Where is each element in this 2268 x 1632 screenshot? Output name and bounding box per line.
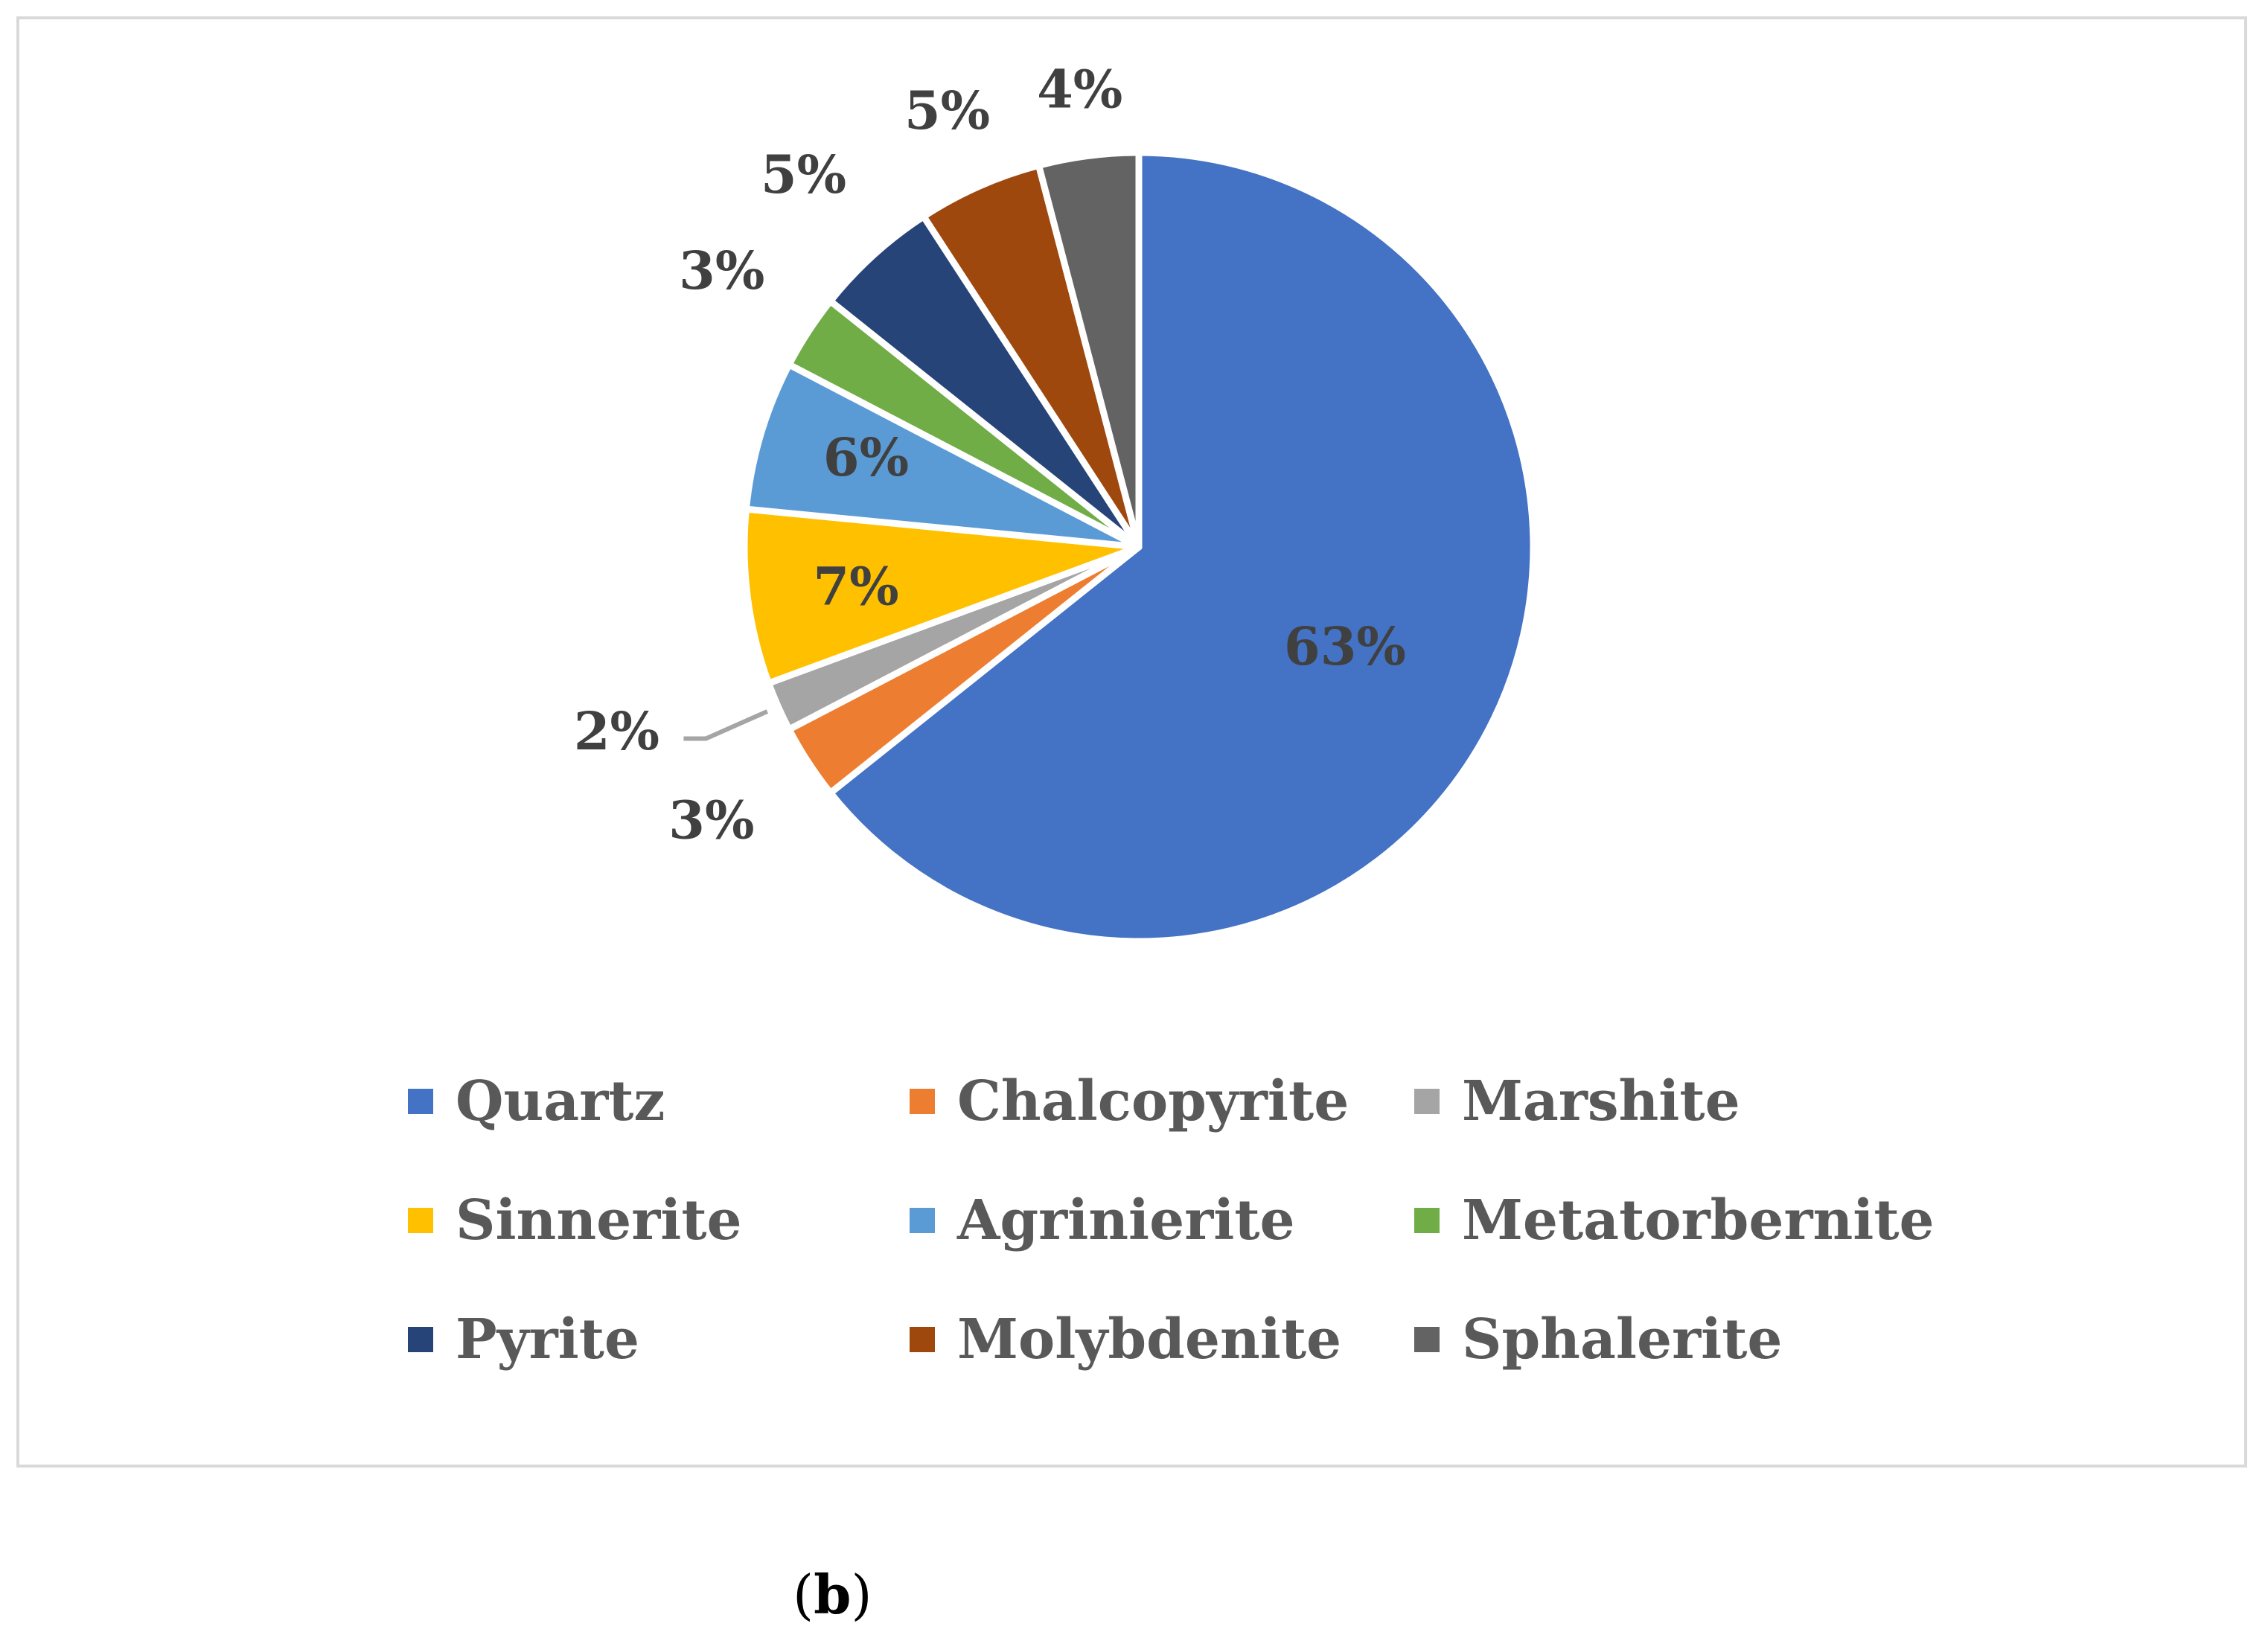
data-label-sphalerite: 4% [1037, 58, 1122, 120]
legend-item-sphalerite: Sphalerite [1414, 1306, 1783, 1373]
pie-slice-sphalerite [1035, 149, 1143, 551]
pie-slices [741, 149, 1537, 945]
data-label-pyrite: 5% [761, 144, 846, 205]
legend-label-metatorbernite: Metatorbernite [1462, 1188, 1935, 1252]
leader-lines [683, 709, 769, 741]
data-label-quartz: 63% [1284, 615, 1406, 677]
legend-swatch-metatorbernite [1414, 1208, 1440, 1233]
legend-label-molybdenite: Molybdenite [957, 1308, 1342, 1372]
legend-label-quartz: Quartz [456, 1069, 665, 1133]
data-label-agrinierite: 6% [823, 426, 909, 488]
caption-close: ) [851, 1564, 872, 1626]
legend-item-pyrite: Pyrite [408, 1306, 639, 1373]
data-label-molybdenite: 5% [904, 80, 990, 141]
legend-swatch-molybdenite [910, 1327, 935, 1352]
data-label-metatorbernite: 3% [679, 240, 764, 301]
legend-swatch-sinnerite [408, 1208, 433, 1233]
pie-slice-sinnerite [741, 505, 1143, 687]
figure-caption: (b) [793, 1563, 872, 1626]
legend-item-metatorbernite: Metatorbernite [1414, 1187, 1935, 1254]
legend-swatch-pyrite [408, 1327, 433, 1352]
legend-item-marshite: Marshite [1414, 1068, 1740, 1135]
pie-slice-agrinierite [742, 361, 1143, 551]
data-labels: 63%3%2%7%6%3%5%5% 4% [574, 58, 1406, 851]
legend-item-chalcopyrite: Chalcopyrite [910, 1068, 1349, 1135]
legend-swatch-agrinierite [910, 1208, 935, 1233]
legend-swatch-sphalerite [1414, 1327, 1440, 1352]
pie-slice-quartz [827, 149, 1537, 945]
legend-label-pyrite: Pyrite [456, 1308, 640, 1372]
data-label-marshite: 2% [574, 700, 659, 762]
legend-label-agrinierite: Agrinierite [957, 1188, 1295, 1252]
legend-swatch-quartz [408, 1089, 433, 1114]
legend-item-agrinierite: Agrinierite [910, 1187, 1295, 1254]
caption-open: ( [793, 1564, 814, 1626]
legend-item-sinnerite: Sinnerite [408, 1187, 742, 1254]
legend-label-marshite: Marshite [1462, 1069, 1740, 1133]
legend-swatch-marshite [1414, 1089, 1440, 1114]
legend-label-sinnerite: Sinnerite [456, 1188, 742, 1252]
legend-label-chalcopyrite: Chalcopyrite [957, 1069, 1349, 1133]
caption-letter: b [814, 1563, 852, 1626]
legend-swatch-chalcopyrite [910, 1089, 935, 1114]
legend-label-sphalerite: Sphalerite [1462, 1308, 1783, 1372]
leader-line-marshite [683, 709, 769, 741]
data-label-chalcopyrite: 3% [668, 790, 754, 851]
data-label-sinnerite: 7% [813, 555, 898, 617]
legend-item-quartz: Quartz [408, 1068, 665, 1135]
legend-item-molybdenite: Molybdenite [910, 1306, 1341, 1373]
